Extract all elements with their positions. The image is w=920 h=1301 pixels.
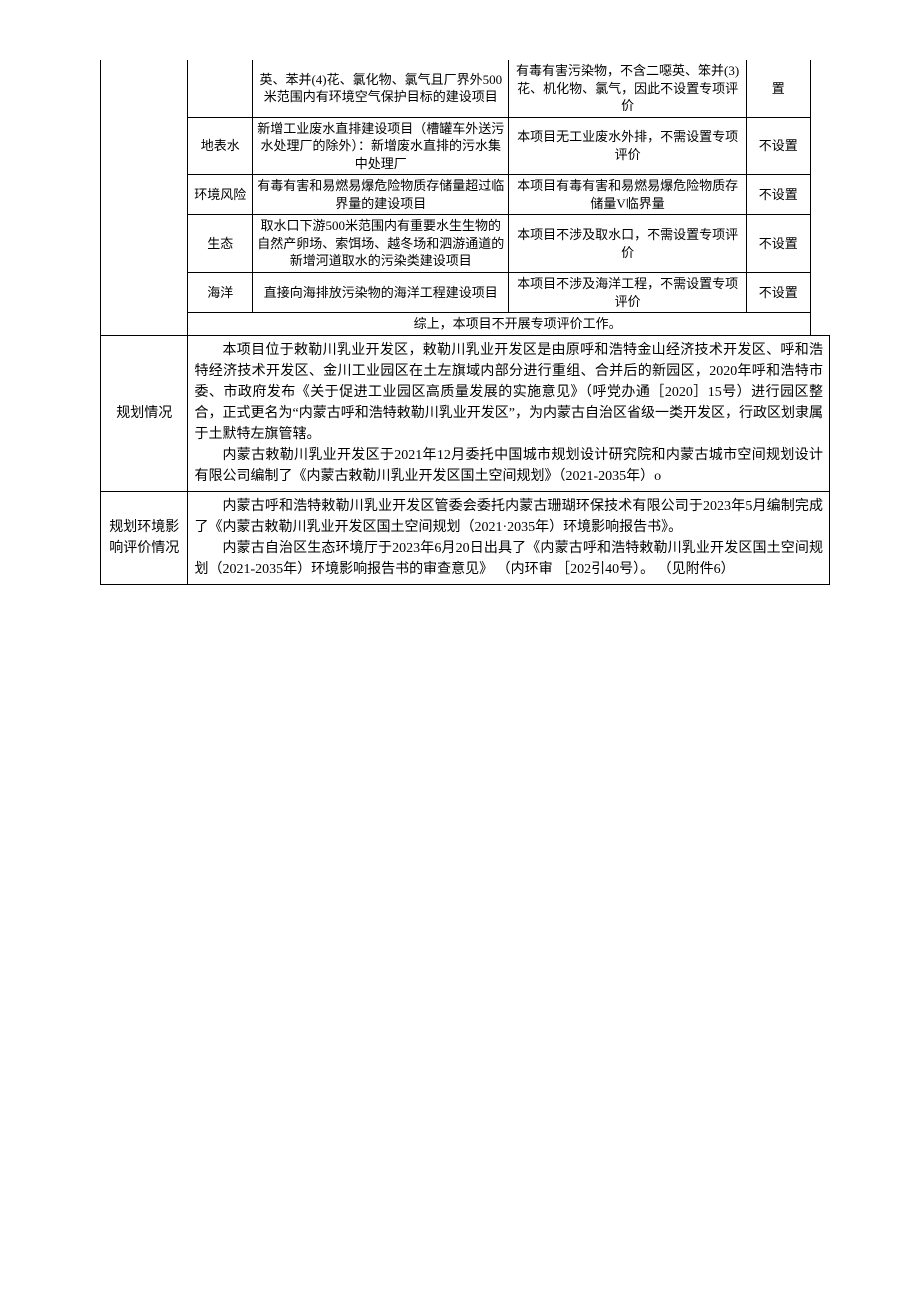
principle-cell: 有毒有害和易燃易爆危险物质存储量超过临界量的建设项目	[253, 175, 509, 215]
project-cell: 本项目无工业废水外排，不需设置专项评价	[509, 117, 746, 175]
document-page: 英、苯并(4)花、氯化物、氯气且厂界外500米范围内有环境空气保护目标的建设项目…	[0, 0, 920, 645]
summary-cell: 综上，本项目不开展专项评价工作。	[188, 313, 810, 335]
principle-cell: 新增工业废水直排建设项目（槽罐车外送污水处理厂的除外）：新增废水直排的污水集中处…	[253, 117, 509, 175]
principle-cell: 英、苯并(4)花、氯化物、氯气且厂界外500米范围内有环境空气保护目标的建设项目	[253, 60, 509, 117]
conclusion-cell: 不设置	[746, 175, 810, 215]
main-structure-table: 英、苯并(4)花、氯化物、氯气且厂界外500米范围内有环境空气保护目标的建设项目…	[100, 60, 830, 585]
project-cell: 有毒有害污染物，不含二噁英、笨并(3)花、机化物、氯气，因此不设置专项评价	[509, 60, 746, 117]
evaluation-table: 英、苯并(4)花、氯化物、氯气且厂界外500米范围内有环境空气保护目标的建设项目…	[188, 60, 829, 335]
conclusion-cell: 置	[746, 60, 810, 117]
section-label: 规划情况	[101, 335, 188, 491]
project-cell: 本项目不涉及取水口，不需设置专项评价	[509, 215, 746, 273]
category-cell: 海洋	[188, 273, 252, 313]
paragraph: 内蒙古自治区生态环境厅于2023年6月20日出具了《内蒙古呼和浩特敕勒川乳业开发…	[194, 538, 823, 580]
category-cell	[188, 60, 252, 117]
gutter-cell	[810, 60, 829, 335]
principle-cell: 直接向海排放污染物的海洋工程建设项目	[253, 273, 509, 313]
eval-section-label-cell	[101, 60, 188, 335]
section-content: 本项目位于敕勒川乳业开发区，敕勒川乳业开发区是由原呼和浩特金山经济技术开发区、呼…	[188, 335, 830, 491]
paragraph: 内蒙古呼和浩特敕勒川乳业开发区管委会委托内蒙古珊瑚环保技术有限公司于2023年5…	[194, 496, 823, 538]
section-label: 规划环境影响评价情况	[101, 491, 188, 584]
table-row: 生态 取水口下游500米范围内有重要水生生物的自然产卵场、索饵场、越冬场和泗游通…	[188, 215, 829, 273]
table-row: 海洋 直接向海排放污染物的海洋工程建设项目 本项目不涉及海洋工程，不需设置专项评…	[188, 273, 829, 313]
paragraph: 本项目位于敕勒川乳业开发区，敕勒川乳业开发区是由原呼和浩特金山经济技术开发区、呼…	[194, 340, 823, 445]
eval-table-wrap: 英、苯并(4)花、氯化物、氯气且厂界外500米范围内有环境空气保护目标的建设项目…	[188, 60, 830, 335]
conclusion-cell: 不设置	[746, 117, 810, 175]
eval-section-row: 英、苯并(4)花、氯化物、氯气且厂界外500米范围内有环境空气保护目标的建设项目…	[101, 60, 830, 335]
table-summary-row: 综上，本项目不开展专项评价工作。	[188, 313, 829, 335]
table-row: 环境风险 有毒有害和易燃易爆危险物质存储量超过临界量的建设项目 本项目有毒有害和…	[188, 175, 829, 215]
category-cell: 地表水	[188, 117, 252, 175]
section-row-planning: 规划情况 本项目位于敕勒川乳业开发区，敕勒川乳业开发区是由原呼和浩特金山经济技术…	[101, 335, 830, 491]
table-row: 地表水 新增工业废水直排建设项目（槽罐车外送污水处理厂的除外）：新增废水直排的污…	[188, 117, 829, 175]
category-cell: 环境风险	[188, 175, 252, 215]
conclusion-cell: 不设置	[746, 215, 810, 273]
project-cell: 本项目有毒有害和易燃易爆危险物质存储量V临界量	[509, 175, 746, 215]
principle-cell: 取水口下游500米范围内有重要水生生物的自然产卵场、索饵场、越冬场和泗游通道的新…	[253, 215, 509, 273]
section-row-eia: 规划环境影响评价情况 内蒙古呼和浩特敕勒川乳业开发区管委会委托内蒙古珊瑚环保技术…	[101, 491, 830, 584]
project-cell: 本项目不涉及海洋工程，不需设置专项评价	[509, 273, 746, 313]
section-content: 内蒙古呼和浩特敕勒川乳业开发区管委会委托内蒙古珊瑚环保技术有限公司于2023年5…	[188, 491, 830, 584]
paragraph: 内蒙古敕勒川乳业开发区于2021年12月委托中国城市规划设计研究院和内蒙古城市空…	[194, 445, 823, 487]
category-cell: 生态	[188, 215, 252, 273]
conclusion-cell: 不设置	[746, 273, 810, 313]
table-row: 英、苯并(4)花、氯化物、氯气且厂界外500米范围内有环境空气保护目标的建设项目…	[188, 60, 829, 117]
